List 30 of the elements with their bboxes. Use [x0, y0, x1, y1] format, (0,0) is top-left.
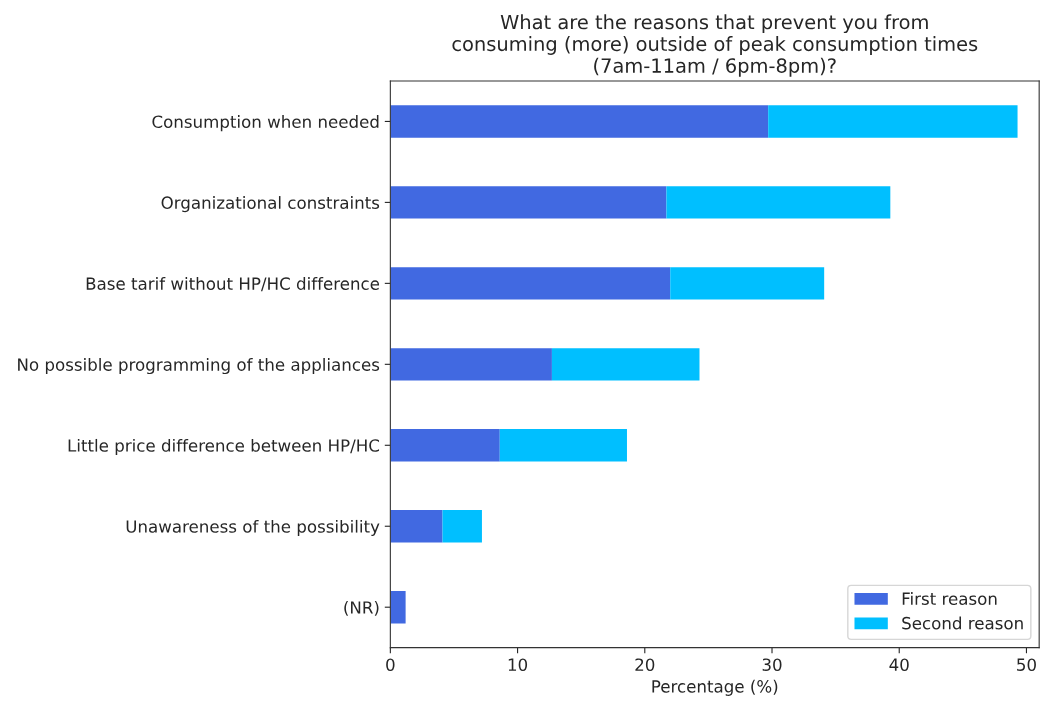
y-tick-label: Base tarif without HP/HC difference [86, 277, 380, 292]
x-tick-label: 0 [386, 658, 395, 671]
bar [390, 186, 667, 219]
y-tick-label: (NR) [344, 600, 379, 616]
y-tick-label: Unawareness of the possibility [126, 519, 380, 537]
bar [390, 105, 769, 138]
bar [390, 510, 443, 543]
bar [499, 429, 627, 462]
bar [390, 429, 500, 462]
y-tick-label: No possible programming of the appliances [18, 357, 380, 375]
bar [768, 105, 1018, 138]
bar [442, 510, 482, 543]
x-axis-title: Percentage (%) [652, 679, 778, 696]
x-tick-label: 40 [889, 658, 909, 671]
y-tick-label: Consumption when needed [152, 115, 379, 132]
x-tick-label: 20 [635, 658, 655, 671]
x-tick-label: 50 [1017, 658, 1036, 671]
legend-label: First reason [902, 592, 997, 605]
chart-title: What are the reasons that prevent you from consuming (more) outside of peak consumption times (7am-11am / 6pm-8pm)? [452, 14, 978, 77]
bar [666, 186, 891, 219]
bar [670, 267, 825, 300]
y-tick-label: Organizational constraints [161, 196, 380, 213]
x-tick-label: 30 [762, 658, 782, 671]
bar [390, 591, 406, 624]
bar [551, 348, 700, 381]
bar [390, 267, 671, 300]
x-tick-label: 10 [508, 658, 528, 671]
y-tick-label: Little price difference between HP/HC [68, 438, 380, 456]
legend-label: Second reason [902, 616, 1023, 630]
bar [390, 348, 552, 381]
